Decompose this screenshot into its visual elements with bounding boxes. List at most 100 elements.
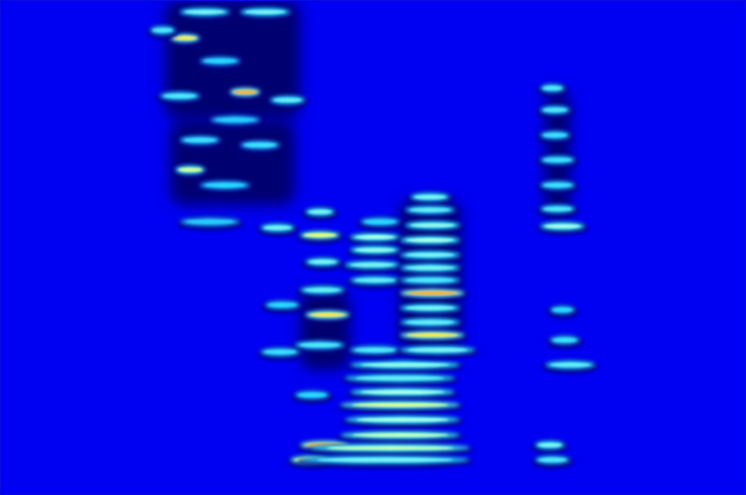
streak: [347, 276, 403, 289]
streak-halo: [350, 233, 400, 241]
streak: [302, 257, 343, 270]
streak-halo: [410, 193, 450, 201]
streak-shadow: [537, 155, 578, 168]
streak-halo: [400, 236, 460, 244]
streak-halo: [540, 106, 570, 114]
dark-region: [300, 290, 350, 370]
streak: [262, 300, 303, 313]
streak: [357, 217, 403, 230]
streak: [547, 336, 583, 349]
streak-shadow: [547, 305, 578, 318]
streak-halo: [210, 116, 260, 124]
streak-shadow: [347, 360, 463, 373]
streak: [397, 318, 463, 331]
streak-core: [274, 98, 302, 102]
streak-halo: [160, 92, 200, 100]
streak: [257, 347, 303, 360]
streak: [297, 286, 348, 299]
streak: [397, 236, 463, 249]
streak: [402, 221, 463, 234]
streak: [307, 443, 473, 456]
streak-halo: [550, 306, 575, 314]
streak-core: [215, 118, 255, 122]
streak-halo: [305, 208, 335, 216]
streak-halo: [305, 311, 350, 319]
streak-halo: [340, 431, 460, 439]
streak: [237, 7, 293, 20]
streak-shadow: [402, 221, 463, 234]
streak-shadow: [407, 193, 453, 206]
streak-core: [308, 210, 332, 214]
streak-core: [309, 260, 337, 264]
streak: [537, 105, 573, 118]
streak-shadow: [307, 443, 473, 456]
streak-shadow: [347, 233, 403, 246]
streak-halo: [180, 8, 230, 16]
streak-halo: [345, 416, 461, 424]
streak-halo: [400, 346, 475, 354]
streak-shadow: [302, 207, 338, 220]
streak-shadow: [267, 95, 308, 108]
streak: [547, 305, 578, 318]
streak: [402, 205, 458, 218]
streak: [172, 165, 208, 178]
streak-shadow: [177, 7, 233, 20]
streak-halo: [400, 289, 465, 297]
streak-core: [550, 363, 590, 367]
streak: [347, 233, 403, 246]
streak-core: [364, 220, 396, 224]
streak-shadow: [537, 222, 588, 235]
streak: [207, 115, 263, 128]
streak-halo: [300, 456, 470, 464]
streak-halo: [150, 26, 175, 34]
streak-core: [264, 226, 291, 230]
streak-core: [352, 433, 448, 437]
streak-core: [406, 238, 454, 242]
streak-halo: [340, 401, 460, 409]
streak-shadow: [347, 345, 403, 358]
streak-core: [410, 208, 450, 212]
streak-halo: [230, 88, 261, 96]
streak-shadow: [297, 286, 348, 299]
streak-halo: [400, 264, 460, 272]
streak-shadow: [337, 400, 463, 413]
streak: [237, 141, 283, 154]
streak: [297, 231, 343, 244]
streak: [537, 84, 568, 97]
streak-shadow: [227, 88, 264, 101]
streak-shadow: [537, 105, 573, 118]
streak-core: [317, 458, 453, 462]
streak-core: [544, 158, 572, 162]
streak: [337, 400, 463, 413]
streak-shadow: [302, 310, 353, 323]
streak: [397, 345, 478, 358]
streak-shadow: [357, 217, 403, 230]
streak-core: [298, 393, 326, 397]
streak-core: [545, 224, 581, 228]
streak: [297, 455, 473, 468]
streak: [537, 204, 578, 217]
streak-core: [361, 363, 449, 367]
streak-core: [543, 86, 563, 90]
streak: [397, 289, 468, 302]
streak: [537, 181, 578, 194]
streak: [347, 345, 403, 358]
streak-halo: [240, 8, 290, 16]
streak: [397, 331, 468, 344]
streak-halo: [175, 166, 205, 174]
streak-shadow: [537, 181, 578, 194]
streak-core: [264, 350, 296, 354]
streak-halo: [405, 221, 460, 229]
streak: [537, 155, 578, 168]
streak-core: [406, 306, 454, 310]
streak-core: [406, 320, 454, 324]
streak-core: [406, 253, 454, 257]
streak: [257, 223, 297, 236]
streak: [177, 136, 223, 149]
streak-shadow: [197, 56, 243, 69]
streak: [177, 217, 243, 230]
streak-core: [355, 278, 395, 282]
streak-halo: [240, 141, 280, 149]
streak: [147, 26, 178, 39]
streak: [342, 374, 458, 387]
